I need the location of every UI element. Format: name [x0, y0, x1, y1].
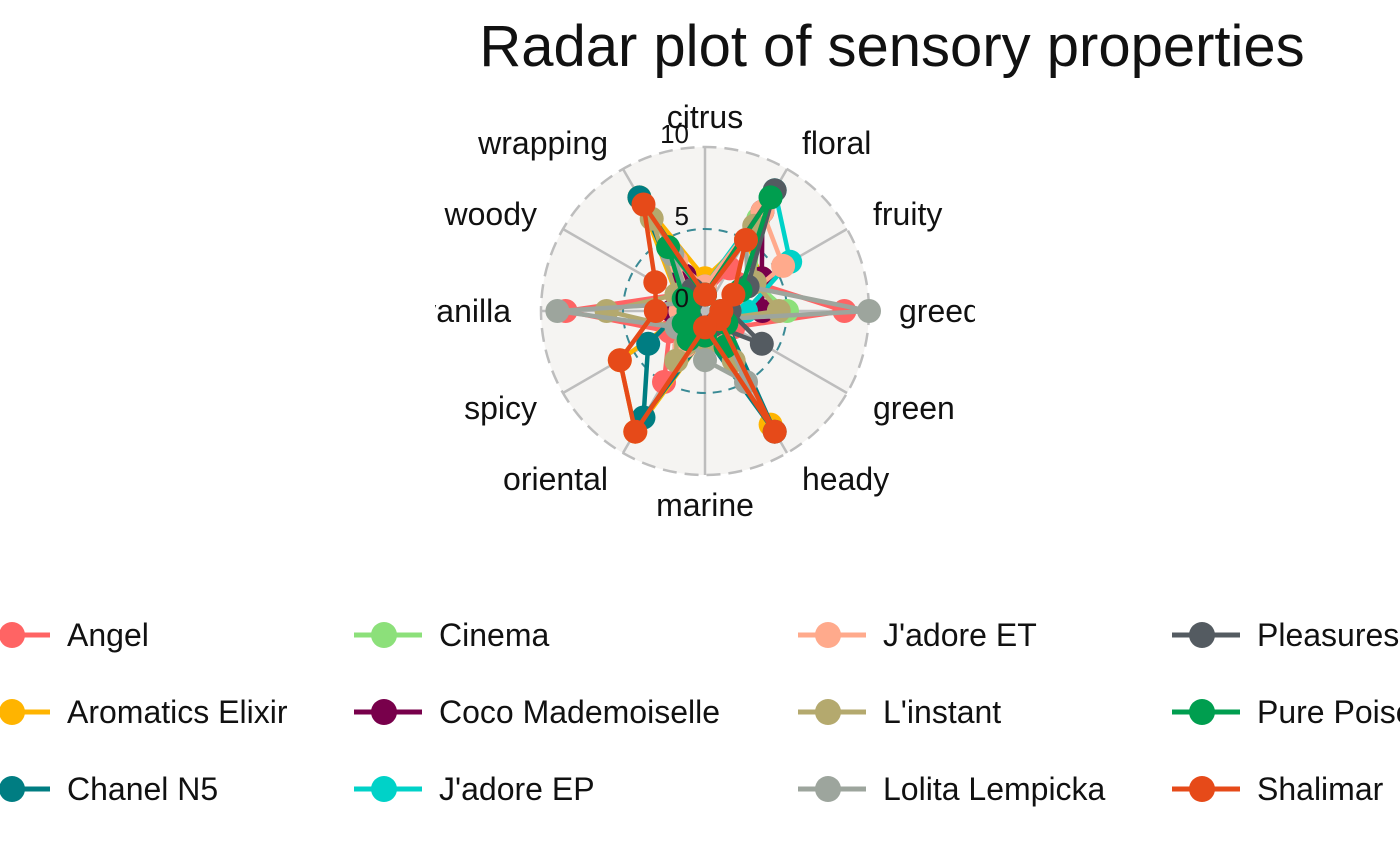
- legend-label: Pure Poison: [1257, 694, 1400, 730]
- legend-item: Chanel N5: [0, 771, 218, 807]
- tick-label: 10: [660, 119, 689, 149]
- legend-label: Chanel N5: [67, 771, 218, 807]
- data-point: [623, 419, 648, 444]
- data-point: [857, 299, 881, 323]
- data-point: [636, 331, 661, 356]
- tick-labels: 0 5 10: [660, 119, 689, 313]
- legend-marker: [0, 699, 25, 725]
- data-point: [734, 228, 758, 252]
- axis-label: oriental: [503, 461, 608, 497]
- legend-marker: [371, 699, 397, 725]
- data-point: [771, 253, 796, 278]
- legend-marker: [1189, 776, 1215, 802]
- legend-marker: [0, 776, 25, 802]
- legend-label: J'adore EP: [439, 771, 595, 807]
- data-point: [758, 185, 783, 210]
- data-point: [766, 299, 791, 323]
- legend-label: J'adore ET: [883, 617, 1037, 653]
- axis-label: green: [873, 390, 955, 426]
- legend-item: J'adore EP: [354, 771, 595, 807]
- legend-marker: [371, 776, 397, 802]
- data-point: [643, 299, 668, 323]
- data-point: [545, 299, 570, 323]
- legend-label: Cinema: [439, 617, 549, 653]
- data-point: [631, 192, 656, 217]
- axis-label: floral: [802, 125, 871, 161]
- data-point: [664, 348, 689, 373]
- legend-item: Coco Mademoiselle: [354, 694, 720, 730]
- legend-item: Pure Poison: [1172, 694, 1400, 730]
- axis-label: heady: [802, 461, 889, 497]
- data-point: [721, 282, 746, 307]
- data-point: [607, 348, 632, 373]
- legend-marker: [815, 776, 841, 802]
- chart-title: Radar plot of sensory properties: [479, 14, 1304, 79]
- legend-marker: [815, 622, 841, 648]
- legend-label: Coco Mademoiselle: [439, 694, 720, 730]
- axis-label: spicy: [464, 390, 537, 426]
- legend-marker: [1189, 699, 1215, 725]
- legend: Angel Aromatics Elixir Chanel N5 Cinema Coco…: [0, 617, 1400, 807]
- axis-label: vanilla: [420, 293, 511, 329]
- legend-marker: [815, 699, 841, 725]
- legend-label: Lolita Lempicka: [883, 771, 1106, 807]
- data-point: [749, 331, 774, 356]
- legend-item: Angel: [0, 617, 149, 653]
- axis-label: fruity: [873, 196, 942, 232]
- axis-label: greed: [899, 293, 981, 329]
- legend-item: Lolita Lempicka: [798, 771, 1106, 807]
- legend-marker: [1189, 622, 1215, 648]
- legend-label: Angel: [67, 617, 149, 653]
- data-point: [762, 419, 787, 444]
- legend-label: Shalimar: [1257, 771, 1384, 807]
- legend-label: L'instant: [883, 694, 1001, 730]
- legend-item: Pleasures: [1172, 617, 1399, 653]
- axis-label: wrapping: [477, 125, 608, 161]
- legend-item: Shalimar: [1172, 771, 1384, 807]
- axis-label: woody: [444, 196, 538, 232]
- legend-label: Aromatics Elixir: [67, 694, 288, 730]
- tick-label: 0: [675, 283, 689, 313]
- data-point: [693, 282, 717, 307]
- data-point: [693, 315, 717, 340]
- axis-label: marine: [656, 487, 754, 523]
- legend-item: Aromatics Elixir: [0, 694, 288, 730]
- legend-item: L'instant: [798, 694, 1001, 730]
- data-point: [693, 348, 717, 373]
- legend-label: Pleasures: [1257, 617, 1399, 653]
- data-point: [643, 270, 668, 295]
- legend-marker: [0, 622, 25, 648]
- series-shalimar: [607, 192, 787, 444]
- legend-item: J'adore ET: [798, 617, 1037, 653]
- legend-item: Cinema: [354, 617, 549, 653]
- axis-label: citrus: [667, 99, 743, 135]
- legend-marker: [371, 622, 397, 648]
- series-layer: [545, 178, 881, 444]
- data-point: [671, 286, 696, 311]
- tick-label: 5: [675, 201, 689, 231]
